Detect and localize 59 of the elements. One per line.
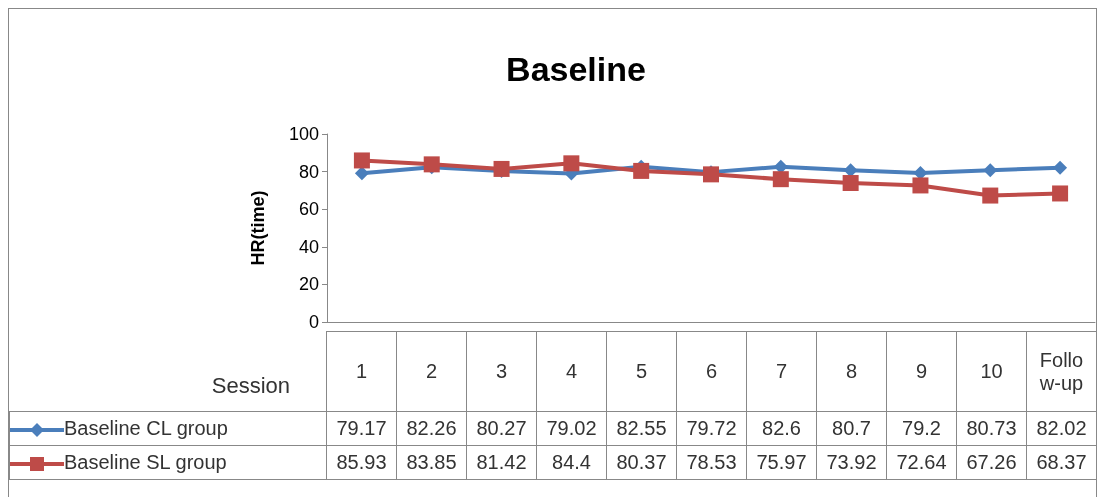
point bbox=[423, 156, 440, 173]
x-tick-label: 7 bbox=[746, 331, 817, 412]
data-label: 82.6 bbox=[746, 411, 817, 446]
point bbox=[1052, 185, 1069, 202]
x-tick-label: 4 bbox=[536, 331, 607, 412]
x-tick-label: 10 bbox=[956, 331, 1027, 412]
data-label: 79.02 bbox=[536, 411, 607, 446]
legend-label: Baseline SL group bbox=[64, 451, 227, 473]
y-tick-label: 60 bbox=[298, 199, 319, 220]
point bbox=[842, 175, 859, 192]
point bbox=[563, 155, 580, 172]
data-label: 81.42 bbox=[466, 445, 537, 480]
y-tick-label: 40 bbox=[298, 236, 319, 257]
data-label: 82.02 bbox=[1026, 411, 1097, 446]
data-label: 80.37 bbox=[606, 445, 677, 480]
point bbox=[772, 171, 789, 188]
x-tick-label: 2 bbox=[396, 331, 467, 412]
data-label: 83.85 bbox=[396, 445, 467, 480]
data-label: 73.92 bbox=[816, 445, 887, 480]
data-label: 78.53 bbox=[676, 445, 747, 480]
x-tick-label: 8 bbox=[816, 331, 887, 412]
point bbox=[983, 163, 998, 178]
point bbox=[353, 152, 370, 169]
point bbox=[912, 177, 929, 194]
y-tick-label: 100 bbox=[288, 124, 319, 144]
x-tick-label: Follo w-up bbox=[1026, 331, 1097, 412]
data-label: 79.2 bbox=[886, 411, 957, 446]
data-label: 85.93 bbox=[326, 445, 397, 480]
y-tick-label: 80 bbox=[298, 161, 319, 182]
x-tick-label: 6 bbox=[676, 331, 747, 412]
point bbox=[773, 159, 788, 174]
x-tick-label: 1 bbox=[326, 331, 397, 412]
data-label: 79.72 bbox=[676, 411, 747, 446]
x-axis-title: Session bbox=[210, 371, 291, 400]
point bbox=[633, 162, 650, 179]
data-label: 80.27 bbox=[466, 411, 537, 446]
point bbox=[982, 187, 999, 204]
data-label: 79.17 bbox=[326, 411, 397, 446]
y-tick-label: 0 bbox=[308, 312, 319, 332]
data-label: 72.64 bbox=[886, 445, 957, 480]
data-label: 80.7 bbox=[816, 411, 887, 446]
x-tick-label: 9 bbox=[886, 331, 957, 412]
data-label: 67.26 bbox=[956, 445, 1027, 480]
data-label: 82.26 bbox=[396, 411, 467, 446]
point bbox=[843, 163, 858, 178]
data-label: 82.55 bbox=[606, 411, 677, 446]
data-label: 75.97 bbox=[746, 445, 817, 480]
data-label: 84.4 bbox=[536, 445, 607, 480]
legend-label: Baseline CL group bbox=[64, 417, 228, 439]
x-tick-label: 5 bbox=[606, 331, 677, 412]
chart-title: Baseline bbox=[506, 50, 646, 88]
y-tick-label: 20 bbox=[298, 274, 319, 295]
point bbox=[1053, 160, 1068, 175]
data-label: 68.37 bbox=[1026, 445, 1097, 480]
y-axis-title: HR(time) bbox=[248, 190, 268, 266]
point bbox=[493, 160, 510, 177]
x-tick-label: 3 bbox=[466, 331, 537, 412]
data-label: 80.73 bbox=[956, 411, 1027, 446]
point bbox=[354, 166, 369, 181]
